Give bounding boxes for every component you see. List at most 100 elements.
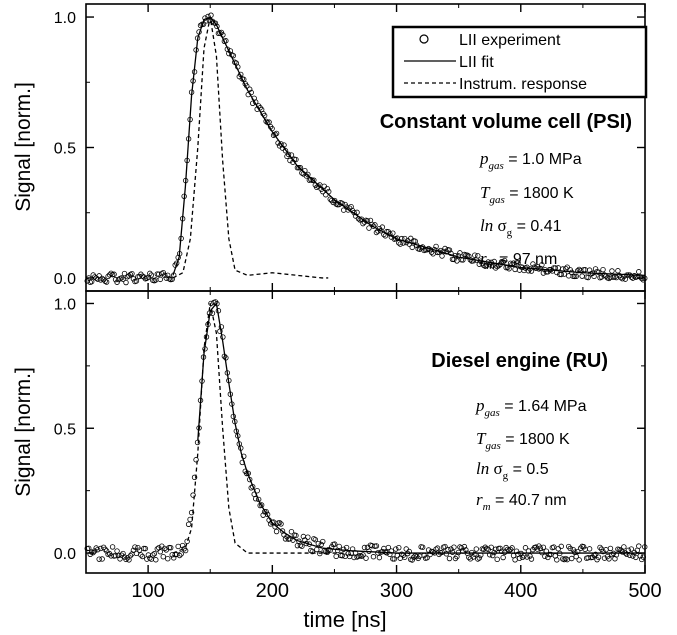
data-point	[320, 538, 326, 545]
data-point	[138, 552, 144, 558]
data-point	[484, 262, 490, 268]
data-point	[162, 272, 168, 279]
data-point	[470, 554, 477, 560]
series-lii-fit-line	[172, 16, 646, 276]
data-point	[175, 543, 181, 550]
data-point	[331, 541, 338, 547]
data-point	[409, 244, 415, 251]
data-point	[96, 556, 102, 562]
data-point	[555, 546, 561, 552]
data-point	[636, 543, 642, 549]
data-point	[393, 546, 399, 552]
data-point	[592, 266, 599, 272]
data-point	[527, 553, 533, 559]
data-point	[439, 253, 445, 259]
data-point	[309, 548, 316, 555]
data-point	[129, 270, 135, 277]
data-point	[115, 552, 122, 559]
data-point	[241, 453, 247, 459]
y-tick-label: 0.5	[54, 141, 76, 158]
top-param-temperature: Tgas = 1800 K	[480, 183, 574, 206]
data-point	[178, 551, 184, 557]
data-point	[554, 557, 560, 563]
data-point	[297, 542, 304, 548]
legend-label-fit: LII fit	[459, 54, 494, 71]
data-point	[311, 177, 317, 183]
data-point	[305, 171, 311, 178]
data-point	[154, 546, 160, 552]
data-point	[108, 270, 114, 276]
data-point	[102, 546, 108, 553]
data-point	[147, 555, 153, 561]
data-point	[631, 273, 638, 279]
bottom-panel-title: Diesel engine (RU)	[431, 350, 608, 372]
data-point	[630, 553, 636, 559]
data-point	[89, 278, 95, 285]
data-point	[507, 546, 514, 553]
data-point	[258, 502, 265, 508]
data-point	[147, 270, 153, 277]
data-point	[103, 279, 110, 285]
data-point	[512, 557, 518, 563]
top-param-sigma: ln σg = 0.41	[480, 216, 562, 239]
data-point	[103, 548, 110, 554]
data-point	[288, 529, 295, 535]
data-point	[574, 548, 581, 555]
data-point	[305, 534, 311, 540]
y-tick-label: 0.0	[54, 271, 76, 288]
data-point	[276, 519, 283, 526]
y-tick-label: 0.0	[54, 546, 76, 563]
data-point	[133, 550, 140, 557]
y-tick-label: 1.0	[54, 296, 76, 313]
data-point	[522, 545, 529, 551]
data-point	[118, 275, 125, 281]
data-point	[457, 250, 463, 256]
data-point	[473, 546, 480, 552]
legend-label-instrument: Instrum. response	[459, 76, 587, 93]
data-point	[458, 545, 465, 551]
data-point	[308, 547, 314, 554]
data-point	[312, 536, 319, 543]
data-point	[324, 186, 330, 192]
data-point	[500, 554, 506, 561]
top-y-axis-label: Signal [norm.]	[12, 82, 35, 212]
data-point	[642, 544, 648, 550]
data-point	[142, 545, 149, 552]
data-point	[168, 544, 174, 551]
data-point	[358, 553, 365, 559]
data-point	[445, 546, 451, 553]
data-point	[636, 269, 642, 275]
data-point	[595, 269, 602, 275]
data-point	[212, 20, 219, 26]
data-point	[176, 552, 183, 559]
bottom-param-radius: rm = 40.7 nm	[476, 490, 567, 513]
top-param-pressure: pgas = 1.0 MPa	[479, 149, 582, 172]
data-point	[516, 555, 523, 561]
data-point	[546, 551, 553, 558]
data-point	[120, 276, 126, 282]
data-point	[497, 545, 503, 552]
data-point	[634, 273, 640, 280]
top-panel-title: Constant volume cell (PSI)	[380, 111, 632, 133]
data-point	[494, 556, 500, 563]
data-point	[530, 261, 536, 267]
data-point	[561, 556, 567, 563]
top-panel-plot	[84, 12, 648, 286]
data-point	[361, 544, 368, 551]
data-point	[448, 250, 454, 257]
bottom-panel-frame	[85, 290, 646, 574]
data-point	[399, 551, 405, 557]
data-point	[595, 554, 602, 560]
data-point	[94, 546, 101, 553]
data-point	[580, 544, 587, 550]
data-point	[285, 151, 292, 158]
data-point	[351, 209, 357, 216]
data-point	[542, 553, 548, 560]
data-point	[396, 240, 402, 246]
data-point	[563, 555, 569, 562]
data-point	[573, 273, 579, 280]
data-point	[475, 556, 481, 562]
data-point	[451, 544, 457, 550]
data-point	[184, 538, 190, 545]
